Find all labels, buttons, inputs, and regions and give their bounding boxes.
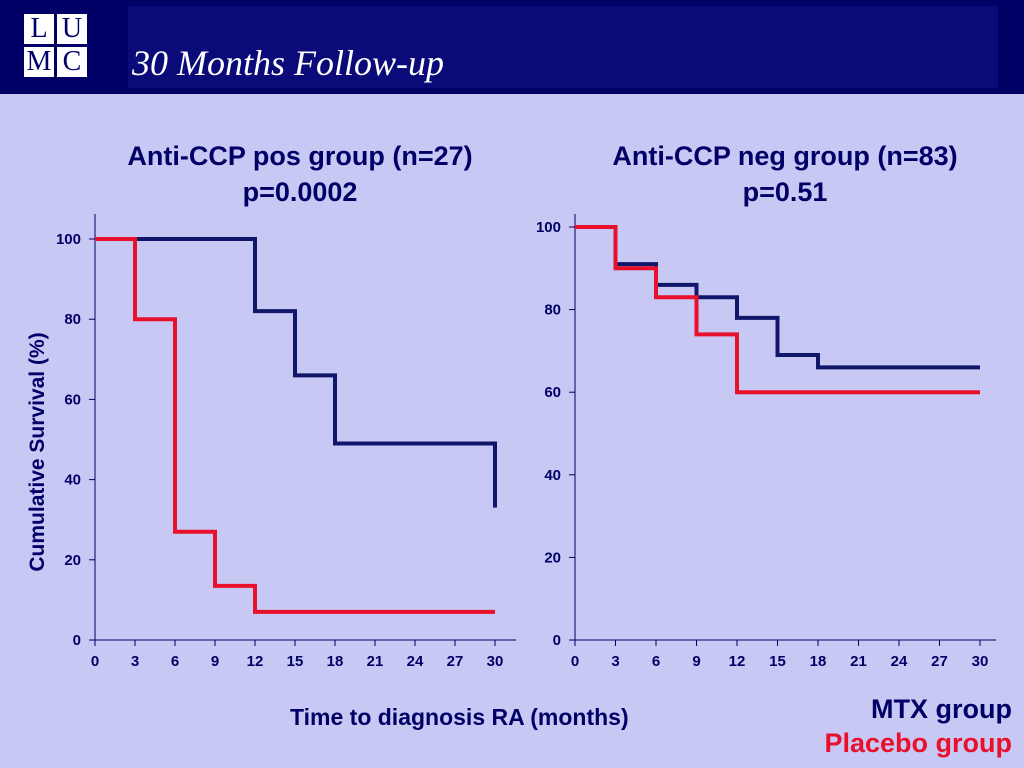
placebo-survival-line	[575, 225, 980, 395]
mtx-survival-line	[575, 225, 980, 370]
x-tick-label: 12	[247, 653, 264, 670]
y-tick-label: 40	[544, 467, 561, 484]
x-tick-label: 6	[652, 653, 660, 670]
x-tick-label: 15	[287, 653, 304, 670]
header-bar: L U M C 30 Months Follow-up	[0, 0, 1024, 94]
y-tick-label: 80	[544, 302, 561, 319]
x-tick-label: 9	[211, 653, 219, 670]
y-tick-label: 0	[73, 632, 81, 649]
x-tick-label: 24	[891, 653, 908, 670]
y-tick-label: 0	[553, 632, 561, 649]
x-tick-label: 6	[171, 653, 179, 670]
x-tick-label: 18	[327, 653, 344, 670]
y-tick-label: 100	[56, 231, 81, 248]
x-tick-label: 12	[729, 653, 746, 670]
x-tick-label: 9	[692, 653, 700, 670]
y-tick-label: 80	[64, 311, 81, 328]
mtx-survival-line	[95, 237, 497, 508]
lumc-logo: L U M C	[24, 14, 88, 78]
chart-title-right-line1: Anti-CCP neg group (n=83)	[612, 141, 958, 171]
x-tick-label: 0	[571, 653, 579, 670]
x-tick-label: 24	[407, 653, 424, 670]
x-axis-label: Time to diagnosis RA (months)	[290, 704, 629, 730]
legend-mtx: MTX group	[871, 694, 1012, 724]
logo-letter: L	[24, 14, 54, 44]
header-title-band	[128, 6, 998, 88]
x-tick-label: 21	[367, 653, 384, 670]
slide-title: 30 Months Follow-up	[132, 43, 444, 83]
y-tick-label: 20	[544, 549, 561, 566]
chart-subtitle-left: p=0.0002	[242, 177, 358, 207]
y-axis-label: Cumulative Survival (%)	[26, 332, 49, 572]
x-tick-label: 3	[131, 653, 139, 670]
x-tick-label: 21	[850, 653, 867, 670]
legend-placebo: Placebo group	[824, 728, 1012, 758]
y-tick-label: 40	[64, 472, 81, 489]
y-tick-label: 60	[64, 391, 81, 408]
logo-letter: M	[24, 47, 54, 77]
y-tick-label: 60	[544, 384, 561, 401]
chart-title-left: Anti-CCP pos group (n=27) p=0.0002	[80, 138, 520, 210]
x-tick-label: 27	[447, 653, 464, 670]
placebo-survival-line	[95, 237, 495, 614]
x-tick-label: 15	[769, 653, 786, 670]
logo-letter: C	[57, 47, 87, 77]
x-tick-label: 30	[972, 653, 989, 670]
chart-subtitle-right: p=0.51	[742, 177, 828, 207]
x-tick-label: 27	[931, 653, 948, 670]
x-tick-label: 3	[611, 653, 619, 670]
x-tick-label: 0	[91, 653, 99, 670]
x-tick-label: 30	[487, 653, 504, 670]
logo-letter: U	[57, 14, 87, 44]
chart-title-right: Anti-CCP neg group (n=83) p=0.51	[565, 138, 1005, 210]
chart-title-left-line1: Anti-CCP pos group (n=27)	[127, 141, 473, 171]
x-tick-label: 18	[810, 653, 827, 670]
y-tick-label: 20	[64, 552, 81, 569]
y-tick-label: 100	[536, 219, 561, 236]
